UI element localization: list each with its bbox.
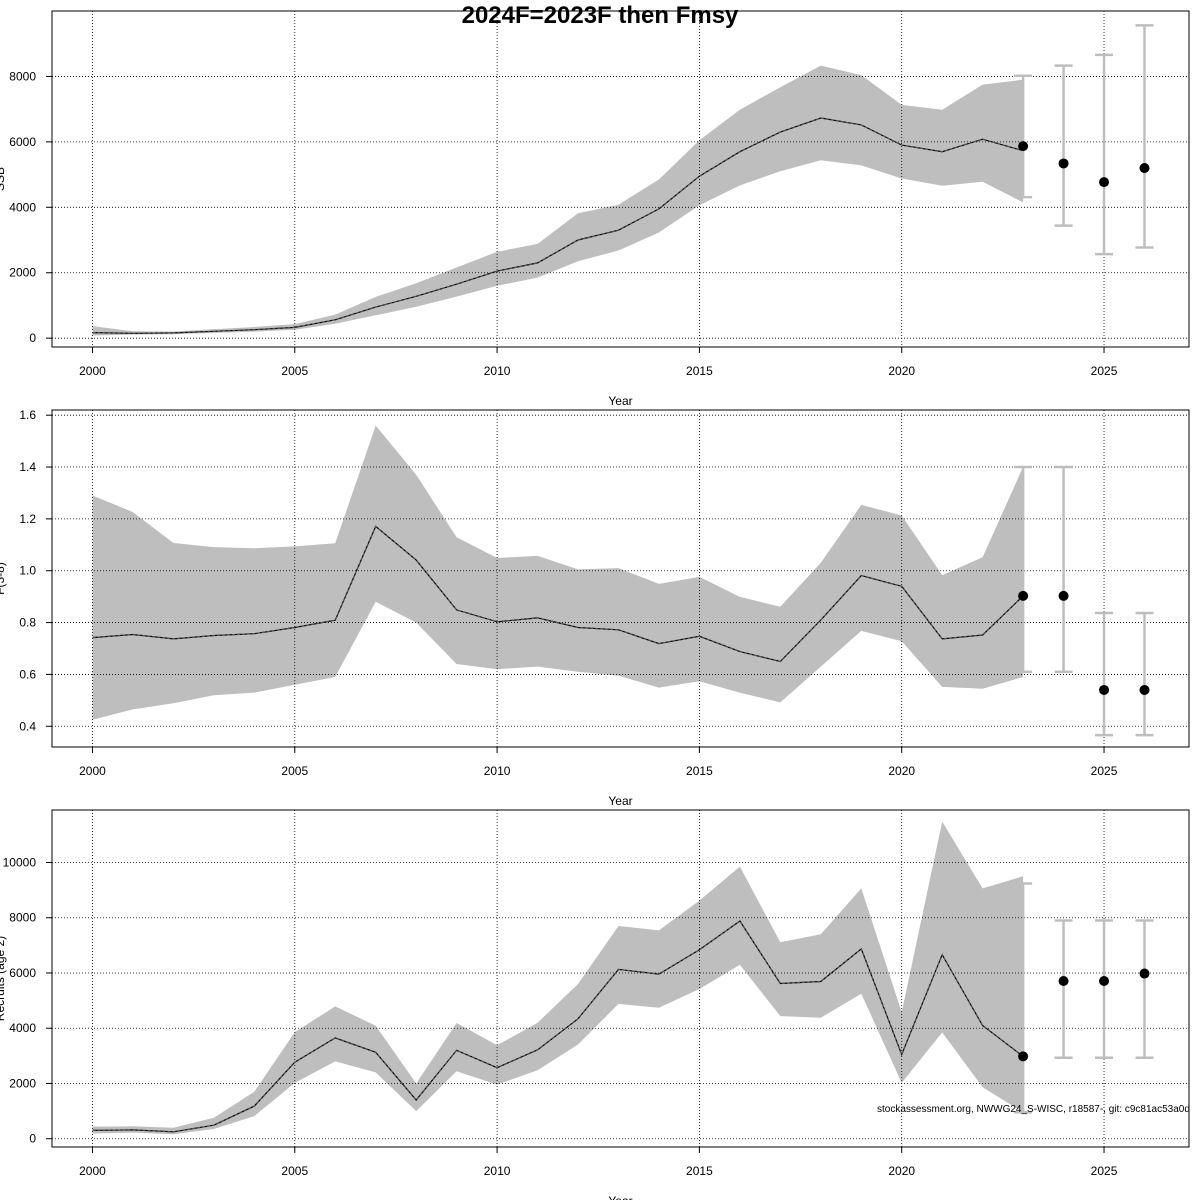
plot-frame	[51, 409, 1190, 748]
x-tick-label: 2010	[484, 764, 511, 778]
y-tick-label: 0	[29, 331, 36, 345]
x-tick-label: 2015	[686, 764, 713, 778]
projection-point	[1099, 684, 1110, 695]
projection-point	[1099, 975, 1110, 986]
y-tick-label: 2000	[9, 1076, 36, 1090]
confidence-band	[92, 425, 1024, 720]
x-tick-label: 2020	[888, 764, 915, 778]
x-tick-label: 2025	[1091, 764, 1118, 778]
y-tick-label: 2000	[9, 266, 36, 280]
x-axis-label: Year	[608, 394, 632, 408]
confidence-band	[92, 65, 1024, 336]
y-axis-label: SSB	[0, 167, 7, 191]
y-tick-label: 0	[29, 1132, 36, 1146]
estimate-line-dashed	[92, 920, 1024, 1133]
x-tick-label: 2005	[281, 1164, 308, 1178]
estimate-line-dashed	[92, 525, 1024, 663]
plot-frame	[51, 10, 1190, 348]
y-tick-label: 4000	[9, 200, 36, 214]
projection-point	[1139, 968, 1150, 979]
x-tick-label: 2025	[1091, 364, 1118, 378]
projection-point	[1058, 590, 1069, 601]
projection-point	[1139, 684, 1150, 695]
x-tick-label: 2020	[888, 1164, 915, 1178]
y-tick-label: 1.4	[19, 460, 36, 474]
x-tick-label: 2025	[1091, 1164, 1118, 1178]
x-tick-label: 2000	[79, 764, 106, 778]
y-tick-label: 1.6	[19, 408, 36, 422]
x-tick-label: 2015	[686, 364, 713, 378]
fishing-mortality-panel: 2000 2005 2010 2015 2020 2025 0.4 0.6 0.8 1.0 1.2 1…	[0, 408, 1190, 808]
footer-stamp: stockassessment.org, NWWG24_S-WISC, r185…	[877, 1104, 1190, 1115]
y-tick-label: 0.8	[19, 616, 36, 630]
x-tick-label: 2000	[79, 1164, 106, 1178]
x-tick-label: 2010	[484, 364, 511, 378]
confidence-band	[92, 821, 1024, 1135]
x-tick-label: 2005	[281, 364, 308, 378]
x-tick-label: 2015	[686, 1164, 713, 1178]
plot-frame	[51, 809, 1190, 1148]
y-tick-label: 4000	[9, 1021, 36, 1035]
estimate-line-dashed	[92, 117, 1024, 334]
x-tick-label: 2000	[79, 364, 106, 378]
y-axis-label: F(3-8)	[0, 562, 7, 595]
y-tick-label: 6000	[9, 966, 36, 980]
y-tick-label: 1.0	[19, 564, 36, 578]
y-tick-label: 0.6	[19, 667, 36, 681]
x-tick-label: 2020	[888, 364, 915, 378]
y-tick-label: 8000	[9, 69, 36, 83]
x-axis-label: Year	[608, 794, 632, 808]
y-tick-label: 10000	[3, 855, 37, 869]
projection-point	[1018, 1051, 1029, 1062]
x-axis-label: Year	[608, 1194, 632, 1200]
ssb-panel: 2000 2005 2010 2015 2020 2025 0 2000 4000 6000 800…	[0, 10, 1190, 408]
y-tick-label: 0.4	[19, 719, 36, 733]
y-tick-label: 8000	[9, 911, 36, 925]
projection-point	[1018, 590, 1029, 601]
x-tick-label: 2010	[484, 1164, 511, 1178]
projection-point	[1099, 177, 1110, 188]
projection-point	[1058, 975, 1069, 986]
projection-point	[1058, 158, 1069, 169]
projection-point	[1139, 163, 1150, 174]
x-tick-label: 2005	[281, 764, 308, 778]
recruitment-panel: 2000 2005 2010 2015 2020 2025 0 2000 4000 6000 800…	[0, 809, 1190, 1200]
y-tick-label: 1.2	[19, 512, 36, 526]
y-axis-label: Recruits (age 2)	[0, 936, 7, 1021]
y-tick-label: 6000	[9, 135, 36, 149]
chart-title: 2024F=2023F then Fmsy	[461, 2, 739, 29]
projection-point	[1018, 141, 1029, 152]
